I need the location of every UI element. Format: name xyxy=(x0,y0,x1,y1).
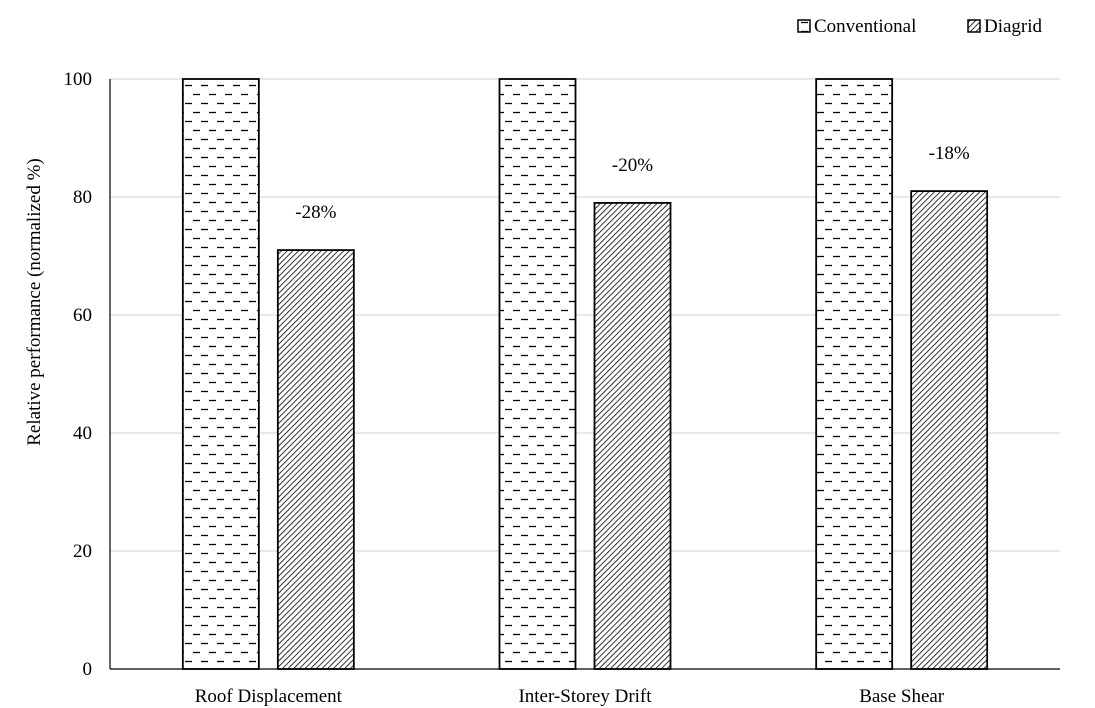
labels-group: 0 20 40 60 80 100 -28% Roof Displacement -20% Int… xyxy=(64,69,970,707)
x-category-label: Roof Displacement xyxy=(195,686,343,707)
y-tick-label: 40 xyxy=(73,423,92,444)
bar-conventional xyxy=(815,78,894,670)
legend-label-diagrid: Diagrid xyxy=(984,16,1043,37)
axes-group xyxy=(109,79,1060,670)
x-category-label: Base Shear xyxy=(859,686,945,707)
bar-diagrid xyxy=(593,201,672,670)
y-tick-label: 60 xyxy=(73,305,92,326)
bars-group xyxy=(181,78,989,670)
y-axis-label: Relative performance (normalized %) xyxy=(24,158,45,446)
data-label: -20% xyxy=(612,155,653,176)
bar-diagrid xyxy=(276,249,355,670)
legend: Conventional Diagrid xyxy=(797,16,1043,37)
y-tick-label: 20 xyxy=(73,541,92,562)
x-category-label: Inter-Storey Drift xyxy=(518,686,652,707)
bar-diagrid xyxy=(910,190,989,670)
y-tick-label: 100 xyxy=(64,69,93,90)
legend-swatch-diagrid xyxy=(967,19,981,33)
y-tick-label: 0 xyxy=(83,659,93,680)
legend-swatch-conventional xyxy=(797,19,811,33)
data-label: -18% xyxy=(929,143,970,164)
legend-label-conventional: Conventional xyxy=(814,16,916,37)
data-label: -28% xyxy=(295,202,336,223)
y-tick-label: 80 xyxy=(73,187,92,208)
bar-conventional xyxy=(181,78,260,670)
bar-conventional xyxy=(498,78,577,670)
gridlines xyxy=(110,78,1060,552)
